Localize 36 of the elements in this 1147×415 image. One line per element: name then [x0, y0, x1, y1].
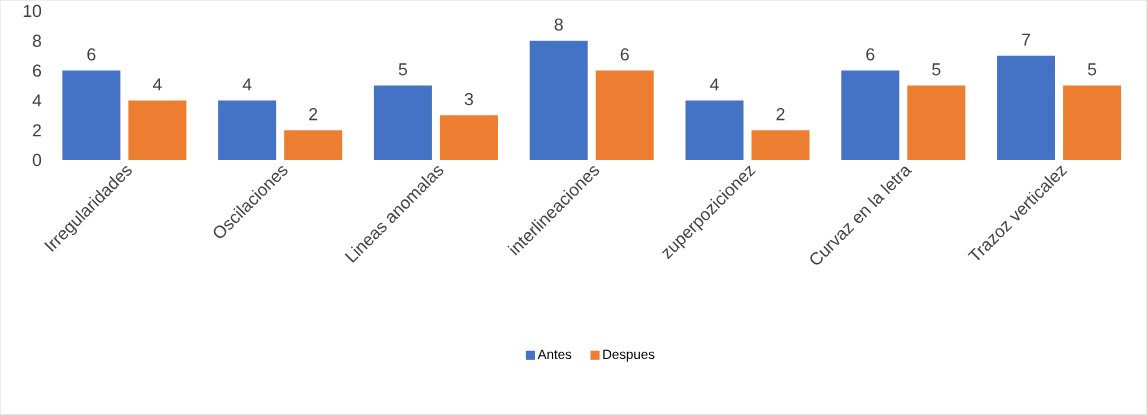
data-label: 8 — [554, 18, 563, 31]
y-tick-label: 10 — [23, 4, 42, 18]
y-tick-label: 6 — [32, 64, 42, 77]
data-label: 4 — [710, 78, 719, 91]
data-label: 3 — [464, 93, 474, 106]
y-tick-label: 4 — [32, 94, 42, 107]
data-label: 5 — [398, 63, 408, 76]
legend-label: Antes — [537, 349, 572, 360]
bar — [373, 85, 432, 161]
bar — [439, 115, 498, 161]
data-label: 5 — [932, 63, 941, 76]
data-label: 7 — [1022, 33, 1031, 46]
data-label: 5 — [1087, 63, 1097, 76]
data-label: 4 — [152, 78, 162, 91]
data-label: 2 — [776, 108, 785, 121]
legend-label: Despues — [603, 349, 655, 362]
data-label: 6 — [87, 48, 96, 61]
bar — [997, 55, 1056, 161]
data-label: 6 — [866, 48, 875, 61]
data-label: 2 — [309, 108, 318, 121]
bar — [218, 100, 277, 161]
y-tick-label: 8 — [32, 34, 42, 48]
data-label: 6 — [620, 48, 629, 61]
y-tick-label: 2 — [32, 124, 41, 137]
bar — [841, 70, 900, 161]
y-tick-label: 0 — [32, 154, 42, 167]
bar — [529, 40, 588, 161]
bar — [751, 130, 810, 161]
bar — [1063, 85, 1122, 161]
bar — [685, 100, 744, 161]
bar — [907, 85, 966, 161]
bar — [62, 70, 121, 161]
bar — [284, 130, 343, 161]
data-label: 4 — [242, 78, 252, 91]
bar — [128, 100, 187, 161]
bar — [595, 70, 654, 161]
